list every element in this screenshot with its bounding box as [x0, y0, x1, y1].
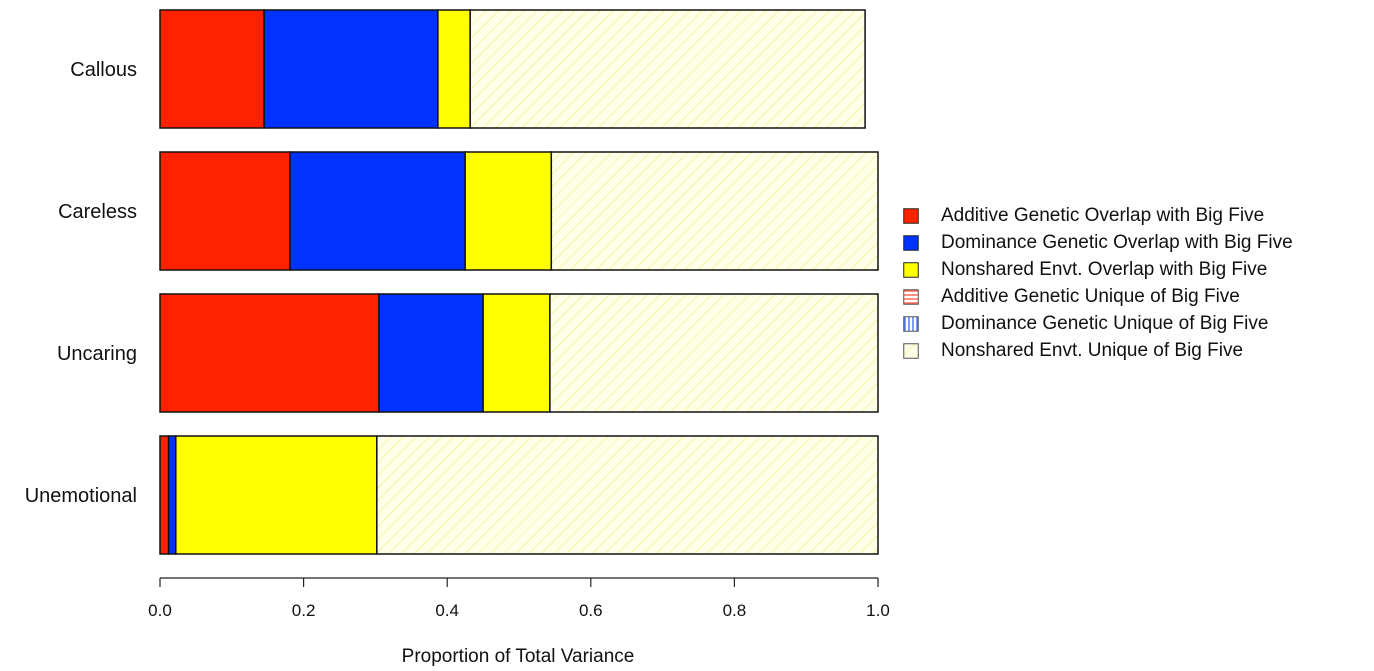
bar-segment-uncaring-s1 — [159, 293, 380, 413]
legend: Additive Genetic Overlap with Big Five Do… — [903, 202, 1293, 364]
legend-item: Nonshared Envt. Unique of Big Five — [903, 337, 1293, 364]
x-tick-label: 1.0 — [866, 601, 890, 620]
legend-swatch — [903, 288, 919, 305]
bar-segment-unemotional-s3 — [175, 435, 378, 555]
bar-segment-uncaring-s6 — [549, 293, 879, 413]
bar-segment-callous-s3 — [437, 9, 471, 129]
bar-segment-careless-s3 — [464, 151, 553, 271]
legend-label: Additive Genetic Overlap with Big Five — [941, 204, 1265, 226]
x-tick-label: 0.6 — [579, 601, 603, 620]
legend-item: Additive Genetic Unique of Big Five — [903, 283, 1293, 310]
bar-segment-uncaring-s2 — [378, 293, 484, 413]
legend-swatch — [903, 261, 919, 278]
bar-segment-unemotional-s1 — [159, 435, 170, 555]
category-label-uncaring: Uncaring — [57, 343, 137, 365]
legend-label: Dominance Genetic Unique of Big Five — [941, 312, 1269, 334]
legend-label: Nonshared Envt. Unique of Big Five — [941, 339, 1244, 361]
bar-segment-callous-s1 — [159, 9, 265, 129]
bar-segment-unemotional-s6 — [376, 435, 879, 555]
bars-group — [159, 9, 879, 555]
x-tick-label: 0.2 — [292, 601, 316, 620]
x-axis: 0.0 0.2 0.4 0.6 0.8 1.0 — [148, 577, 890, 620]
bar-segment-uncaring-s3 — [482, 293, 551, 413]
x-tick-label: 0.4 — [435, 601, 459, 620]
category-labels: Callous Careless Uncaring Unemotional — [25, 59, 137, 507]
bar-segment-callous-s2 — [263, 9, 439, 129]
legend-label: Nonshared Envt. Overlap with Big Five — [941, 258, 1268, 280]
bar-segment-careless-s1 — [159, 151, 291, 271]
x-tick-label: 0.8 — [723, 601, 747, 620]
bar-segment-careless-s6 — [550, 151, 879, 271]
bar-segment-unemotional-s2 — [167, 435, 177, 555]
x-tick-label: 0.0 — [148, 601, 172, 620]
legend-item: Dominance Genetic Overlap with Big Five — [903, 229, 1293, 256]
legend-item: Dominance Genetic Unique of Big Five — [903, 310, 1293, 337]
legend-item: Nonshared Envt. Overlap with Big Five — [903, 256, 1293, 283]
legend-swatch — [903, 207, 919, 224]
x-axis-title: Proportion of Total Variance — [402, 646, 635, 667]
category-label-careless: Careless — [58, 201, 137, 223]
bar-segment-callous-s6 — [469, 9, 866, 129]
legend-swatch — [903, 315, 919, 332]
bar-segment-careless-s2 — [289, 151, 466, 271]
legend-swatch — [903, 342, 919, 359]
legend-swatch — [903, 234, 919, 251]
legend-label: Additive Genetic Unique of Big Five — [941, 285, 1240, 307]
legend-label: Dominance Genetic Overlap with Big Five — [941, 231, 1293, 253]
legend-item: Additive Genetic Overlap with Big Five — [903, 202, 1293, 229]
category-label-unemotional: Unemotional — [25, 485, 137, 507]
category-label-callous: Callous — [70, 59, 137, 81]
